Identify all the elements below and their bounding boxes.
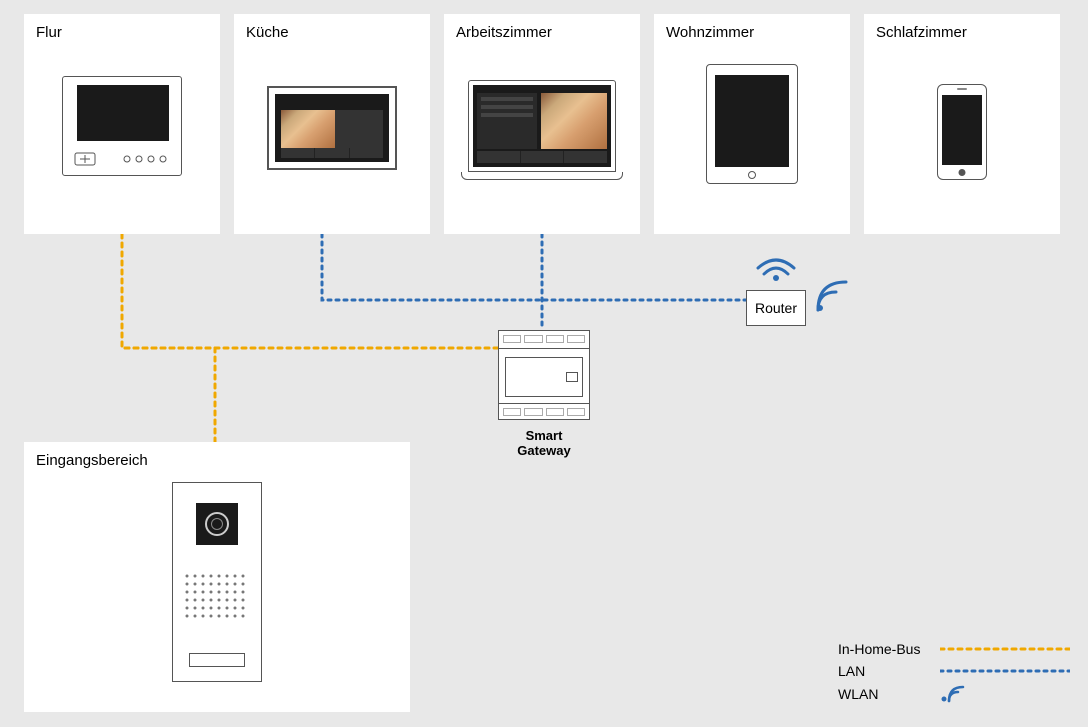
legend-lan-label: LAN	[838, 663, 930, 679]
speaker-grille	[182, 571, 252, 621]
legend-wlan-icon	[940, 685, 968, 703]
room-label: Flur	[36, 24, 208, 41]
room-kueche: Küche	[234, 14, 430, 234]
room-label: Arbeitszimmer	[456, 24, 628, 41]
legend-lan-line	[940, 668, 1070, 674]
room-wohnzimmer: Wohnzimmer	[654, 14, 850, 234]
room-arbeitszimmer: Arbeitszimmer	[444, 14, 640, 234]
smartphone-device	[937, 84, 987, 180]
router-label: Router	[755, 300, 797, 316]
gateway-label: Smart Gateway	[498, 428, 590, 458]
button-dots	[121, 153, 171, 165]
wifi-side-icon	[812, 276, 852, 316]
room-label: Eingangsbereich	[36, 452, 398, 469]
legend-bus-label: In-Home-Bus	[838, 641, 930, 657]
tablet-device	[706, 64, 798, 184]
wifi-icon	[752, 248, 800, 284]
room-label: Küche	[246, 24, 418, 41]
room-flur: Flur	[24, 14, 220, 234]
plus-icon	[73, 151, 97, 167]
room-schlafzimmer: Schlafzimmer	[864, 14, 1060, 234]
room-entry: Eingangsbereich	[24, 442, 410, 712]
touch-panel-device	[267, 86, 397, 170]
legend-bus-line	[940, 646, 1070, 652]
room-label: Wohnzimmer	[666, 24, 838, 41]
intercom-indoor-station	[62, 76, 182, 176]
legend-wlan-label: WLAN	[838, 686, 930, 702]
smart-gateway-device	[498, 330, 590, 420]
room-label: Schlafzimmer	[876, 24, 1048, 41]
laptop-device	[461, 80, 623, 180]
legend: In-Home-Bus LAN WLAN	[838, 641, 1070, 709]
router-box: Router	[746, 290, 806, 326]
door-station-device	[172, 482, 262, 682]
